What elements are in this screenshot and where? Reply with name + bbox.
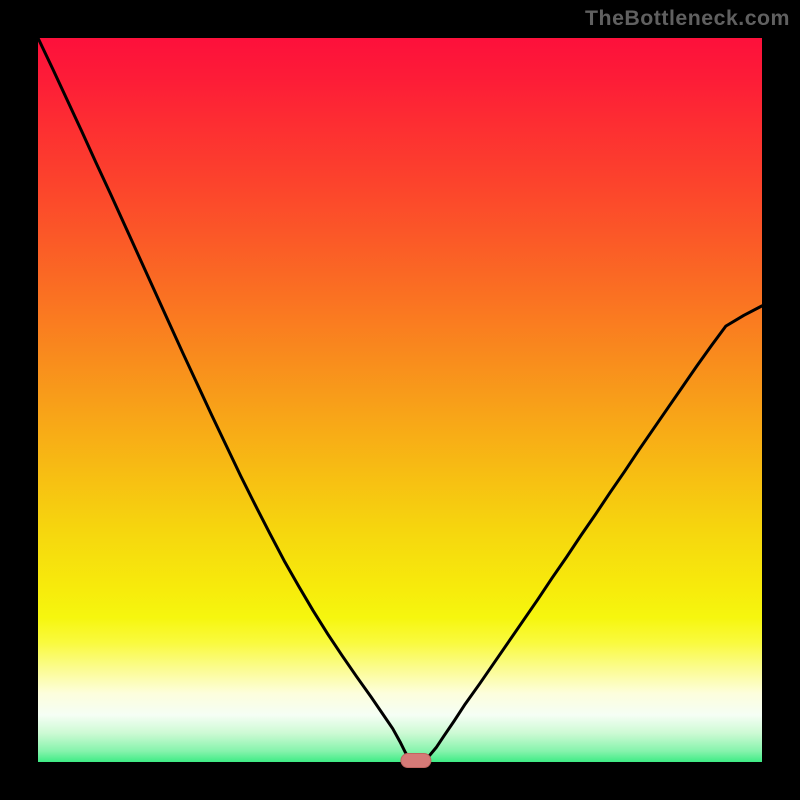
vertex-marker xyxy=(401,754,431,768)
watermark-text: TheBottleneck.com xyxy=(585,6,790,31)
plot-background xyxy=(38,38,762,762)
chart-stage: TheBottleneck.com xyxy=(0,0,800,800)
chart-svg xyxy=(0,0,800,800)
